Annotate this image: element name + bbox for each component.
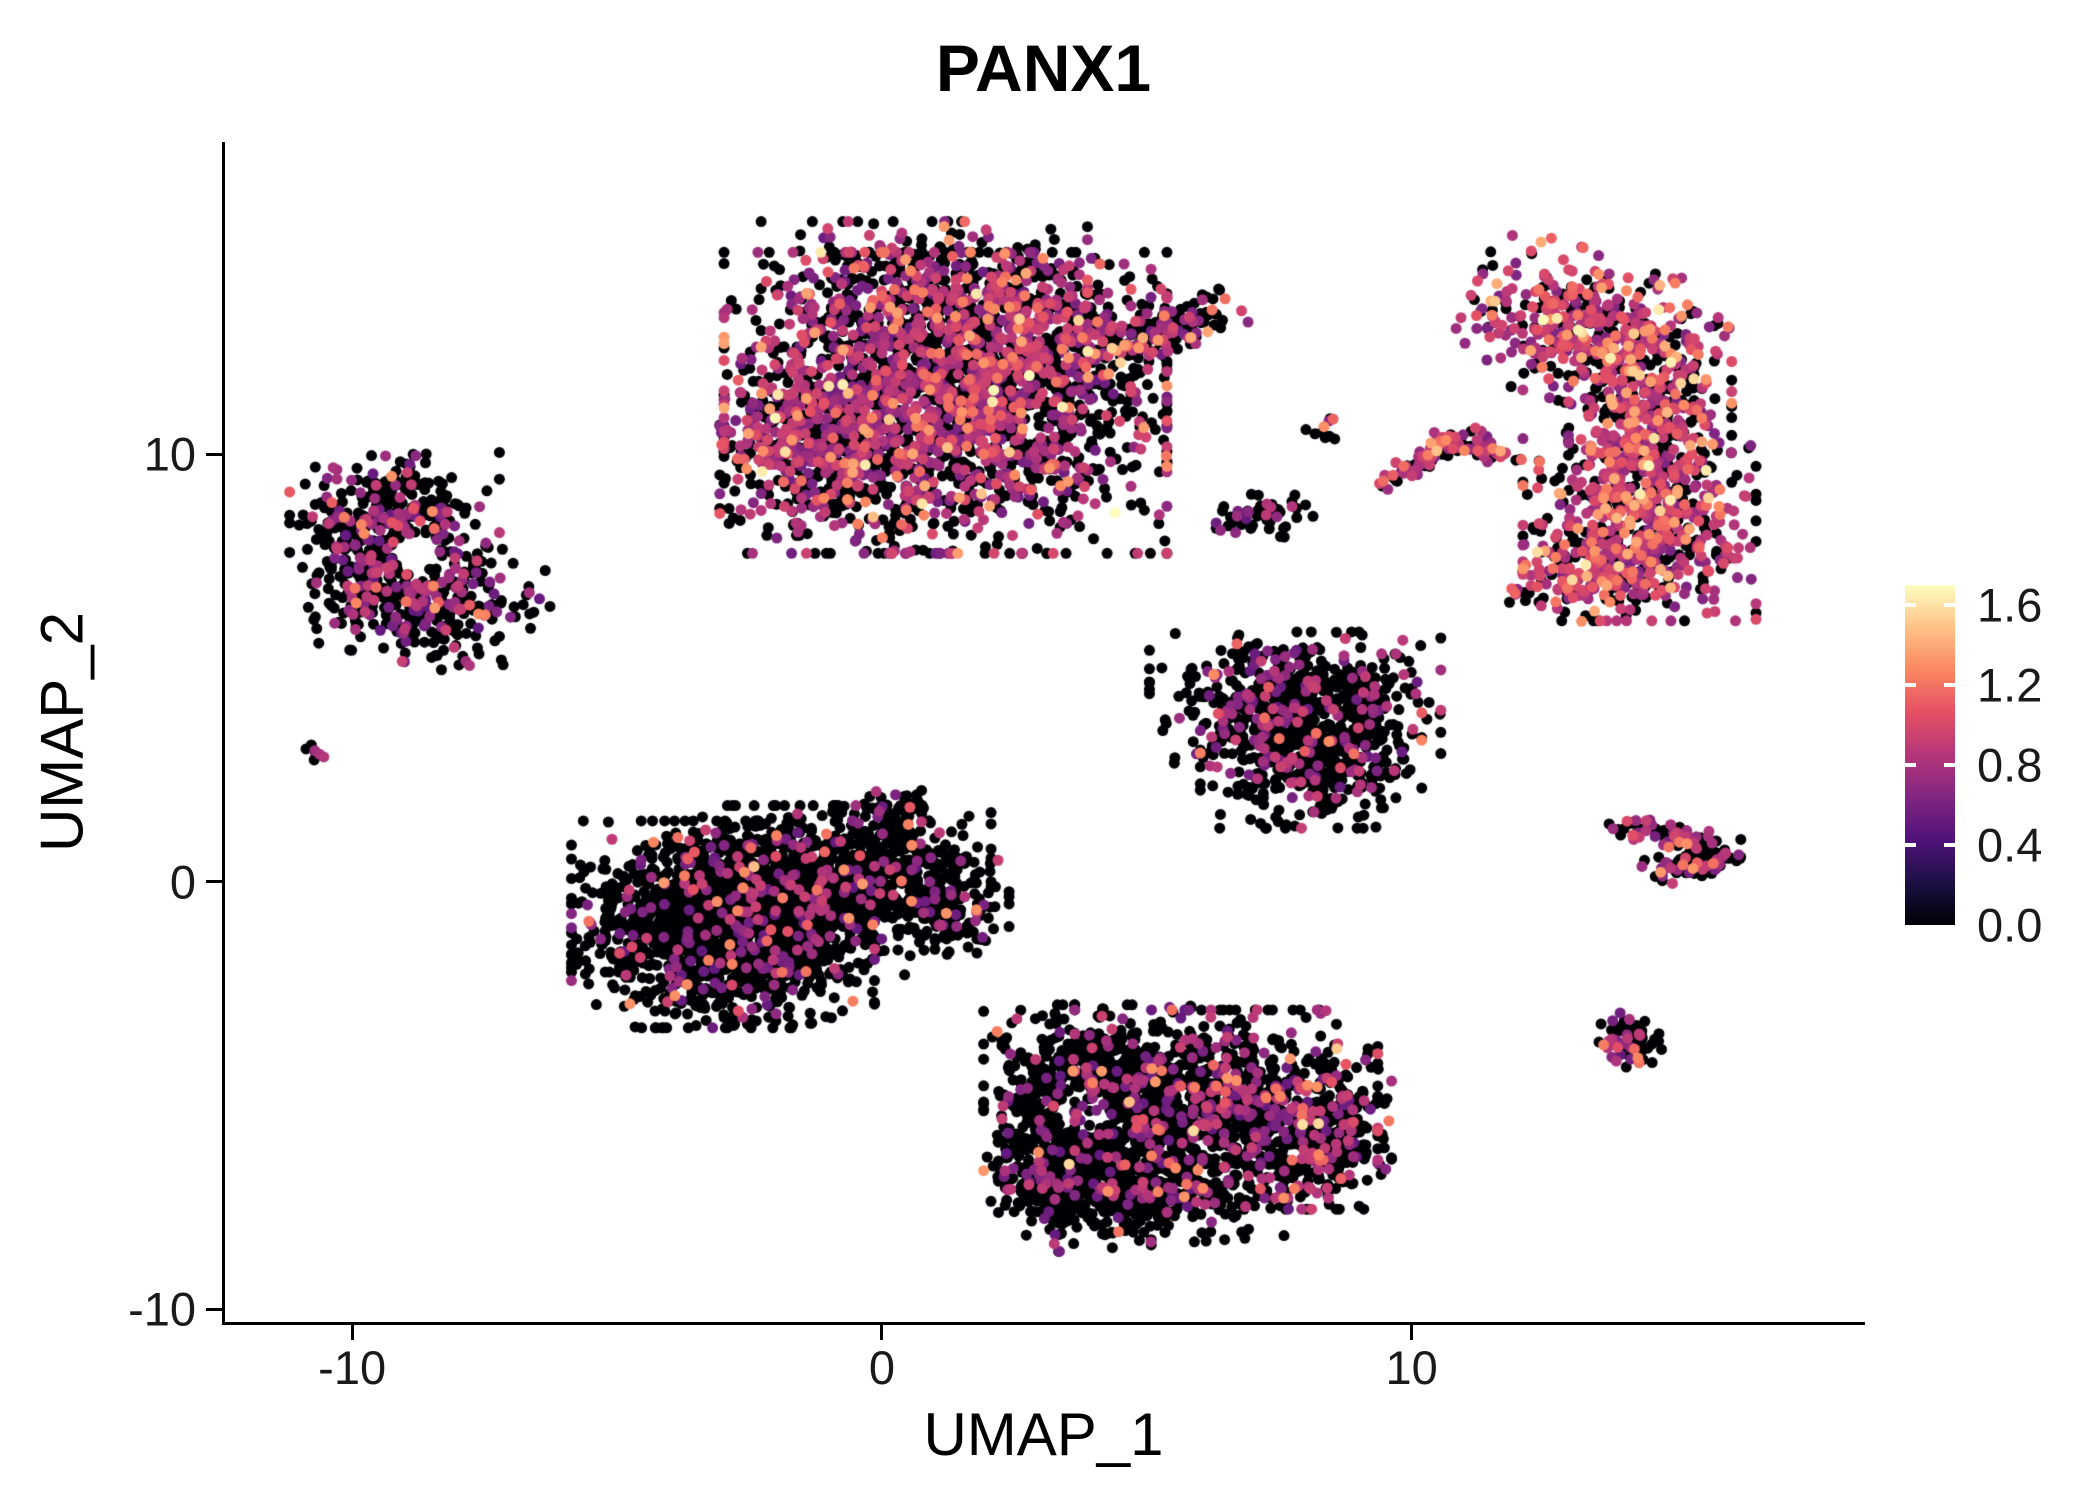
colorbar-tick-mark (1905, 763, 1916, 767)
colorbar-gradient (1905, 585, 1955, 925)
y-tick-label: -10 (128, 1282, 196, 1336)
colorbar-tick-label: 0.0 (1977, 898, 2043, 952)
y-tick-mark (206, 452, 222, 456)
colorbar-tick-mark (1944, 843, 1955, 847)
colorbar-tick-label: 0.8 (1977, 738, 2043, 792)
y-tick-label: 10 (143, 427, 196, 481)
colorbar-tick-mark (1944, 603, 1955, 607)
x-axis-label: UMAP_1 (923, 1401, 1164, 1468)
colorbar-tick-label: 1.6 (1977, 578, 2043, 632)
x-tick-mark (880, 1324, 884, 1340)
x-tick-label: 10 (1385, 1341, 1438, 1394)
x-tick-mark (1410, 1324, 1414, 1340)
x-tick-label: 0 (868, 1341, 895, 1394)
colorbar-tick-mark (1944, 763, 1955, 767)
colorbar-tick-label: 1.2 (1977, 658, 2043, 712)
y-tick-mark (206, 880, 222, 884)
x-tick-mark (350, 1324, 354, 1340)
colorbar-tick-mark (1905, 683, 1916, 687)
colorbar-tick-mark (1905, 843, 1916, 847)
y-axis-label: UMAP_2 (28, 611, 96, 853)
colorbar-tick-mark (1905, 603, 1916, 607)
colorbar-tick-label: 0.4 (1977, 818, 2043, 872)
colorbar-tick-mark (1944, 683, 1955, 687)
y-tick-label: 0 (169, 855, 196, 909)
y-tick-mark (206, 1307, 222, 1311)
x-tick-label: -10 (318, 1341, 387, 1394)
